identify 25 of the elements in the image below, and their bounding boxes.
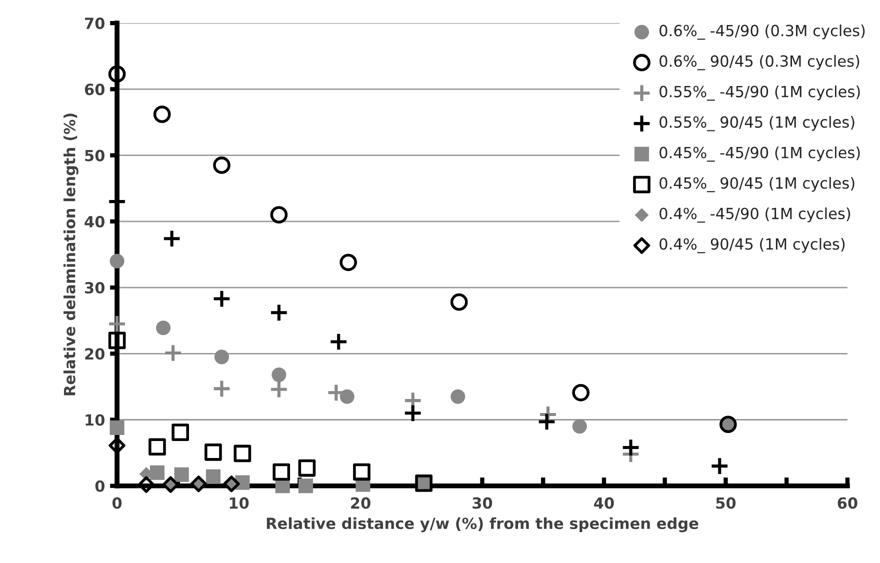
x-axis-title: Relative distance y/w (%) from the specimen edge	[266, 517, 698, 532]
x-tick-label: 60	[838, 497, 858, 509]
x-tick-label: 30	[472, 497, 492, 509]
legend-label: 0.45%_ 90/45 (1M cycles)	[660, 176, 854, 192]
x-tick-label: 50	[716, 497, 736, 509]
y-tick-label: 50	[85, 150, 105, 162]
y-tick-label: 60	[84, 84, 105, 96]
y-tick-label: 70	[84, 18, 105, 30]
legend-label: 0.4%_ 90/45 (1M cycles)	[660, 238, 845, 254]
x-tick-label: 0	[112, 497, 122, 509]
legend-label: 0.55%_ 90/45 (1M cycles)	[660, 116, 854, 132]
x-tick-label: 10	[230, 497, 249, 509]
y-axis-title: Relative delamination length (%)	[64, 114, 78, 396]
x-tick-label: 40	[594, 497, 614, 509]
x-tick-label: 20	[351, 497, 370, 509]
y-tick-label: 40	[84, 216, 105, 228]
legend-label: 0.6%_ 90/45 (0.3M cycles)	[660, 55, 860, 70]
legend-label: 0.55%_ -45/90 (1M cycles)	[660, 86, 860, 101]
legend-label: 0.45%_ -45/90 (1M cycles)	[660, 146, 860, 162]
y-tick-label: 30	[84, 282, 105, 294]
legend-label: 0.4%_ -45/90 (1M cycles)	[660, 207, 850, 223]
y-tick-label: 0	[95, 480, 105, 492]
legend-label: 0.6%_ -45/90 (0.3M cycles)	[660, 24, 865, 40]
y-tick-label: 20	[85, 348, 105, 360]
y-tick-label: 10	[86, 414, 105, 426]
